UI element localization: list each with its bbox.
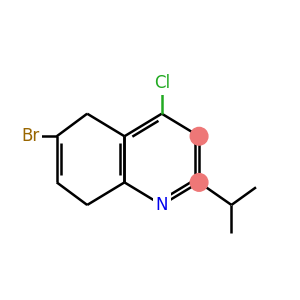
Text: N: N (155, 196, 168, 214)
Circle shape (190, 174, 208, 191)
Text: Br: Br (21, 127, 39, 145)
Text: Cl: Cl (154, 74, 170, 92)
Circle shape (190, 128, 208, 145)
